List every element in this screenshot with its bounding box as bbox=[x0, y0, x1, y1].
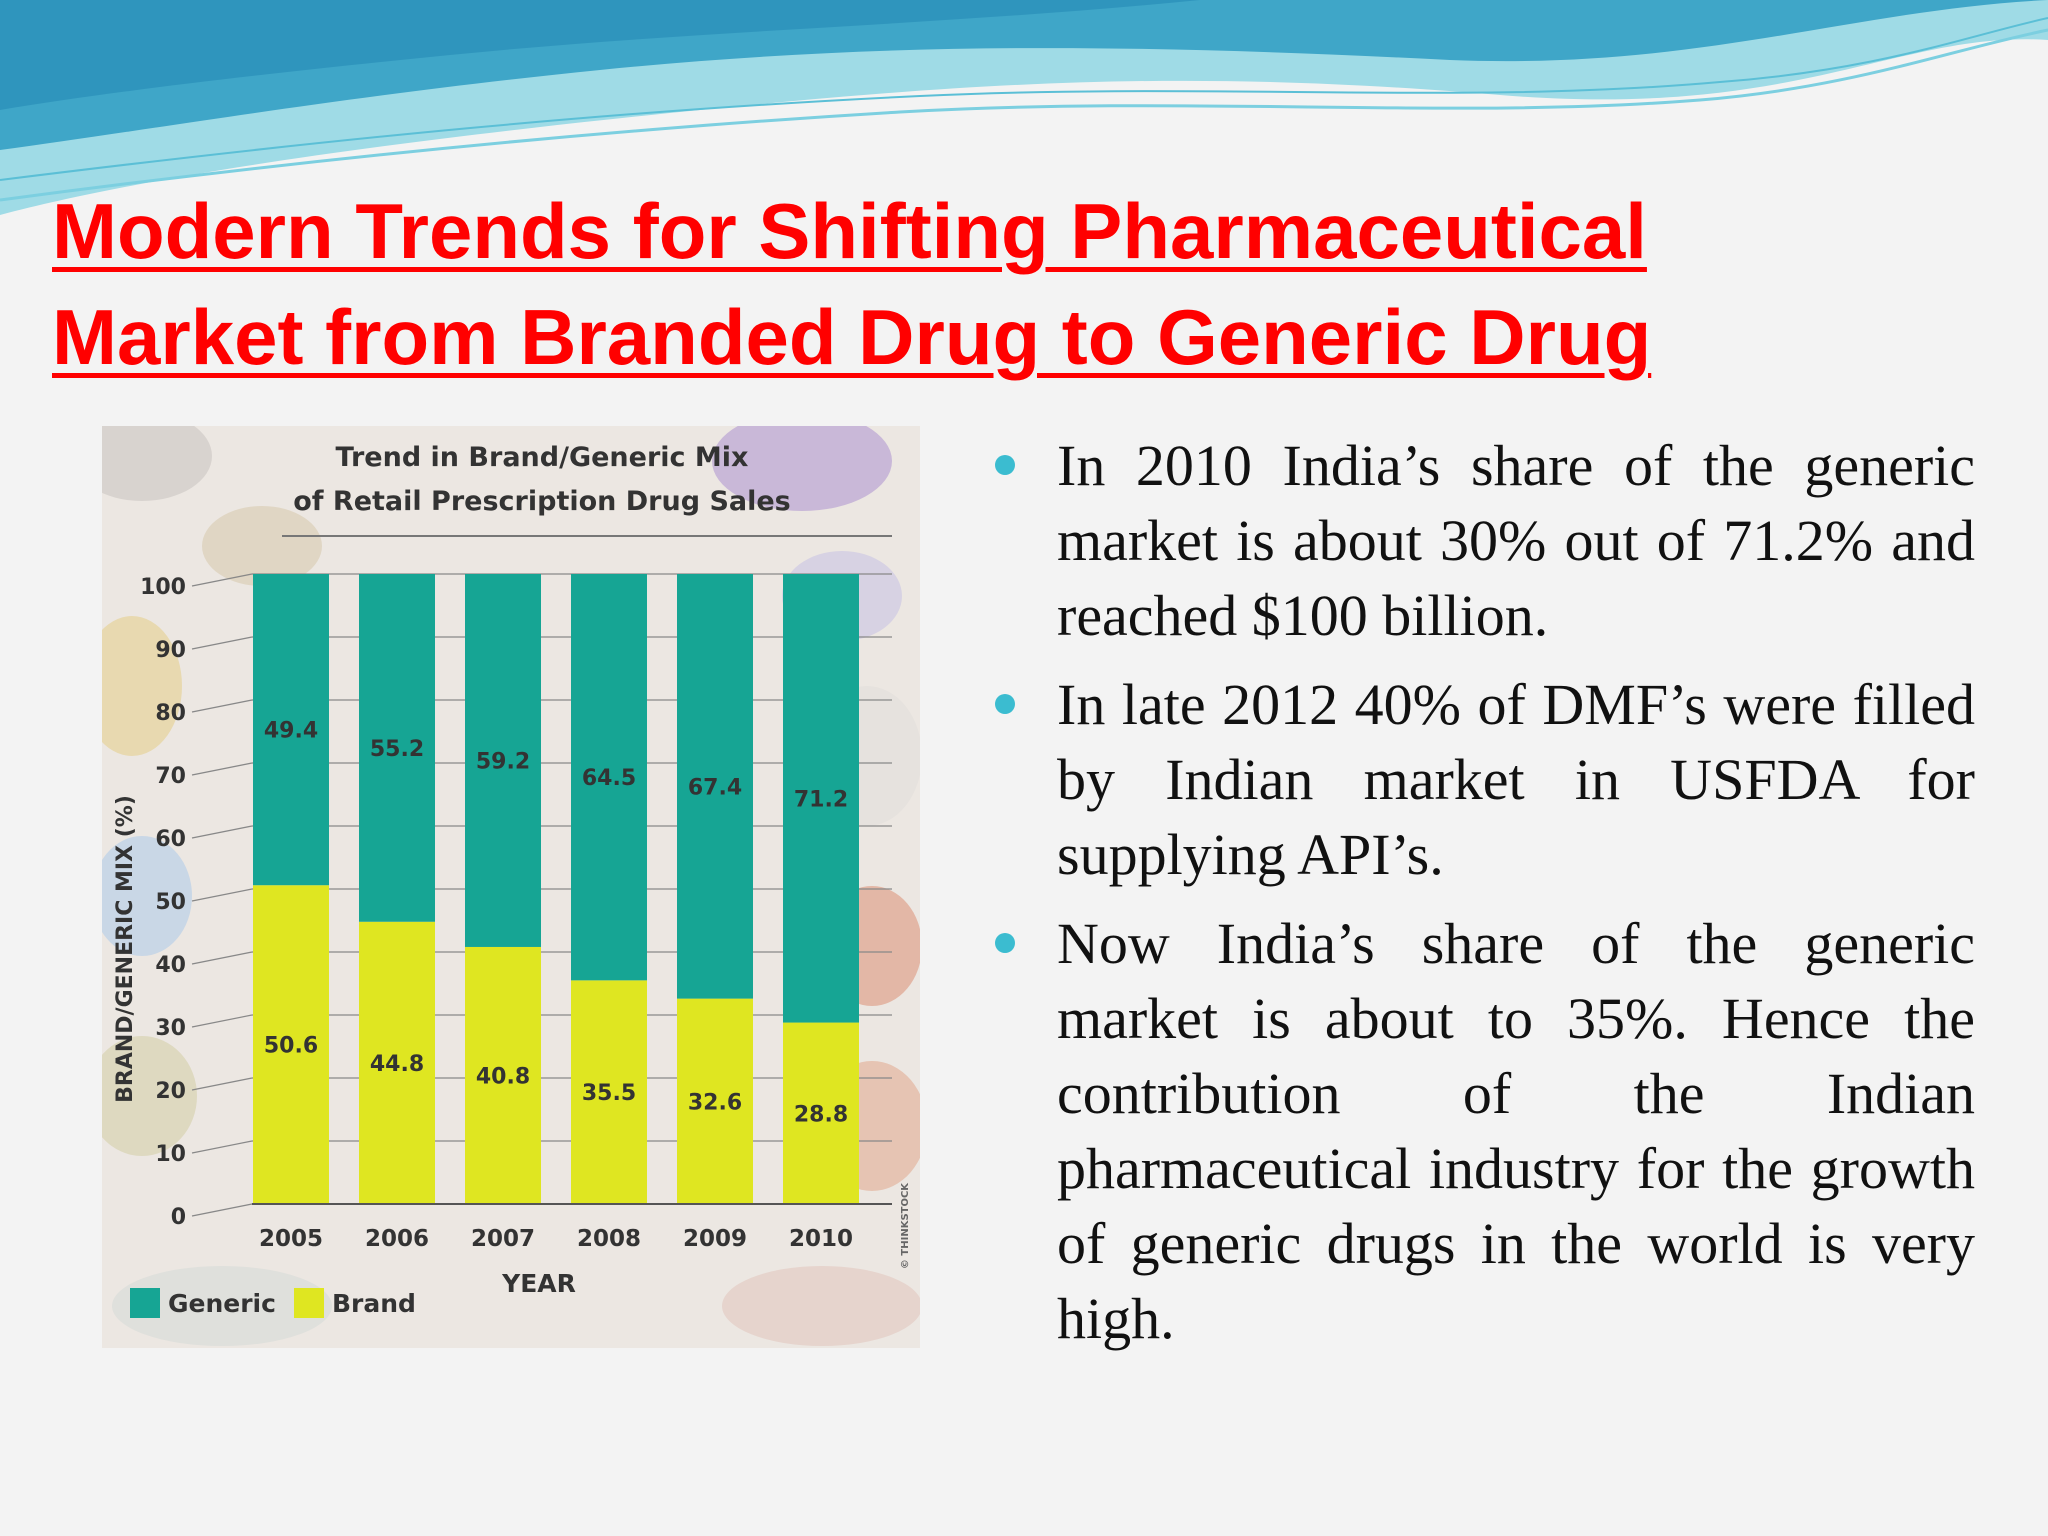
y-tick-label: 50 bbox=[155, 890, 186, 915]
data-label-generic: 49.4 bbox=[264, 719, 318, 744]
bullet-text: In 2010 India’s share of the generic mar… bbox=[1057, 433, 1975, 648]
header-wave-decoration bbox=[0, 0, 2048, 215]
bullet-item: In late 2012 40% of DMF’s were filled by… bbox=[995, 667, 1975, 892]
stacked-bar-chart: Trend in Brand/Generic Mix of Retail Pres… bbox=[102, 426, 920, 1346]
bullet-item: Now India’s share of the generic market … bbox=[995, 906, 1975, 1356]
gridline-perspective bbox=[191, 762, 253, 776]
data-label-brand: 32.6 bbox=[688, 1090, 742, 1115]
bullet-item: In 2010 India’s share of the generic mar… bbox=[995, 428, 1975, 653]
y-tick-label: 60 bbox=[155, 827, 186, 852]
gridline-perspective bbox=[191, 888, 253, 902]
gridline-perspective bbox=[191, 1140, 253, 1154]
y-tick-label: 80 bbox=[155, 701, 186, 726]
bar-brand-2008 bbox=[571, 980, 647, 1204]
bar-generic-2010 bbox=[783, 574, 859, 1023]
y-tick-label: 0 bbox=[171, 1205, 186, 1230]
gridline-perspective bbox=[191, 699, 253, 713]
bar-brand-2007 bbox=[465, 946, 541, 1204]
x-tick-label: 2005 bbox=[259, 1226, 323, 1252]
data-label-brand: 44.8 bbox=[370, 1052, 424, 1077]
bar-generic-2006 bbox=[359, 574, 435, 922]
data-label-generic: 67.4 bbox=[688, 775, 742, 800]
data-label-brand: 40.8 bbox=[476, 1064, 530, 1089]
chart-title-line-2: of Retail Prescription Drug Sales bbox=[293, 486, 791, 517]
bar-brand-2005 bbox=[253, 885, 329, 1204]
gridline-perspective bbox=[191, 1203, 253, 1217]
slide-title: Modern Trends for Shifting Pharmaceutica… bbox=[52, 178, 2012, 390]
title-line-1: Modern Trends for Shifting Pharmaceutica… bbox=[52, 187, 1647, 275]
x-tick-label: 2007 bbox=[471, 1226, 535, 1252]
y-tick-label: 100 bbox=[140, 575, 186, 600]
chart-title-line-1: Trend in Brand/Generic Mix bbox=[336, 442, 749, 473]
data-label-brand: 28.8 bbox=[794, 1102, 848, 1127]
x-tick-label: 2008 bbox=[577, 1226, 641, 1252]
bar-brand-2006 bbox=[359, 921, 435, 1204]
y-tick-label: 20 bbox=[155, 1079, 186, 1104]
gridline-perspective bbox=[191, 573, 253, 587]
gridline-perspective bbox=[191, 1077, 253, 1091]
data-label-generic: 55.2 bbox=[370, 737, 424, 762]
chart-figure: Trend in Brand/Generic Mix of Retail Pres… bbox=[102, 426, 920, 1348]
legend-swatch-generic bbox=[130, 1288, 160, 1318]
bar-generic-2005 bbox=[253, 574, 329, 886]
gridline-perspective bbox=[191, 1014, 253, 1028]
legend-label-generic: Generic bbox=[168, 1289, 276, 1318]
bullet-dot-icon bbox=[995, 455, 1015, 475]
data-label-generic: 64.5 bbox=[582, 766, 636, 791]
image-credit: © THINKSTOCK bbox=[900, 1182, 911, 1269]
bullet-text: Now India’s share of the generic market … bbox=[1057, 911, 1975, 1351]
bullet-text: In late 2012 40% of DMF’s were filled by… bbox=[1057, 672, 1975, 887]
bar-generic-2008 bbox=[571, 574, 647, 981]
y-tick-label: 30 bbox=[155, 1016, 186, 1041]
legend-label-brand: Brand bbox=[332, 1289, 416, 1318]
gridline-perspective bbox=[191, 825, 253, 839]
y-tick-label: 40 bbox=[155, 953, 186, 978]
gridline-perspective bbox=[191, 951, 253, 965]
y-tick-label: 70 bbox=[155, 764, 186, 789]
y-tick-label: 90 bbox=[155, 638, 186, 663]
bullet-dot-icon bbox=[995, 933, 1015, 953]
title-line-2: Market from Branded Drug to Generic Drug bbox=[52, 293, 1652, 381]
data-label-brand: 50.6 bbox=[264, 1034, 318, 1059]
y-axis-label: BRAND/GENERIC MIX (%) bbox=[113, 795, 138, 1103]
x-axis-label: YEAR bbox=[501, 1269, 576, 1298]
bar-brand-2009 bbox=[677, 998, 753, 1204]
data-label-generic: 71.2 bbox=[794, 787, 848, 812]
gridline-perspective bbox=[191, 636, 253, 650]
x-tick-label: 2010 bbox=[789, 1226, 853, 1252]
bullet-dot-icon bbox=[995, 694, 1015, 714]
x-tick-label: 2006 bbox=[365, 1226, 429, 1252]
data-label-generic: 59.2 bbox=[476, 749, 530, 774]
bar-brand-2010 bbox=[783, 1022, 859, 1204]
y-tick-label: 10 bbox=[155, 1142, 186, 1167]
bullet-list: In 2010 India’s share of the generic mar… bbox=[995, 428, 1975, 1370]
bar-generic-2009 bbox=[677, 574, 753, 999]
data-label-brand: 35.5 bbox=[582, 1081, 636, 1106]
legend-swatch-brand bbox=[294, 1288, 324, 1318]
x-tick-label: 2009 bbox=[683, 1226, 747, 1252]
bar-generic-2007 bbox=[465, 574, 541, 947]
